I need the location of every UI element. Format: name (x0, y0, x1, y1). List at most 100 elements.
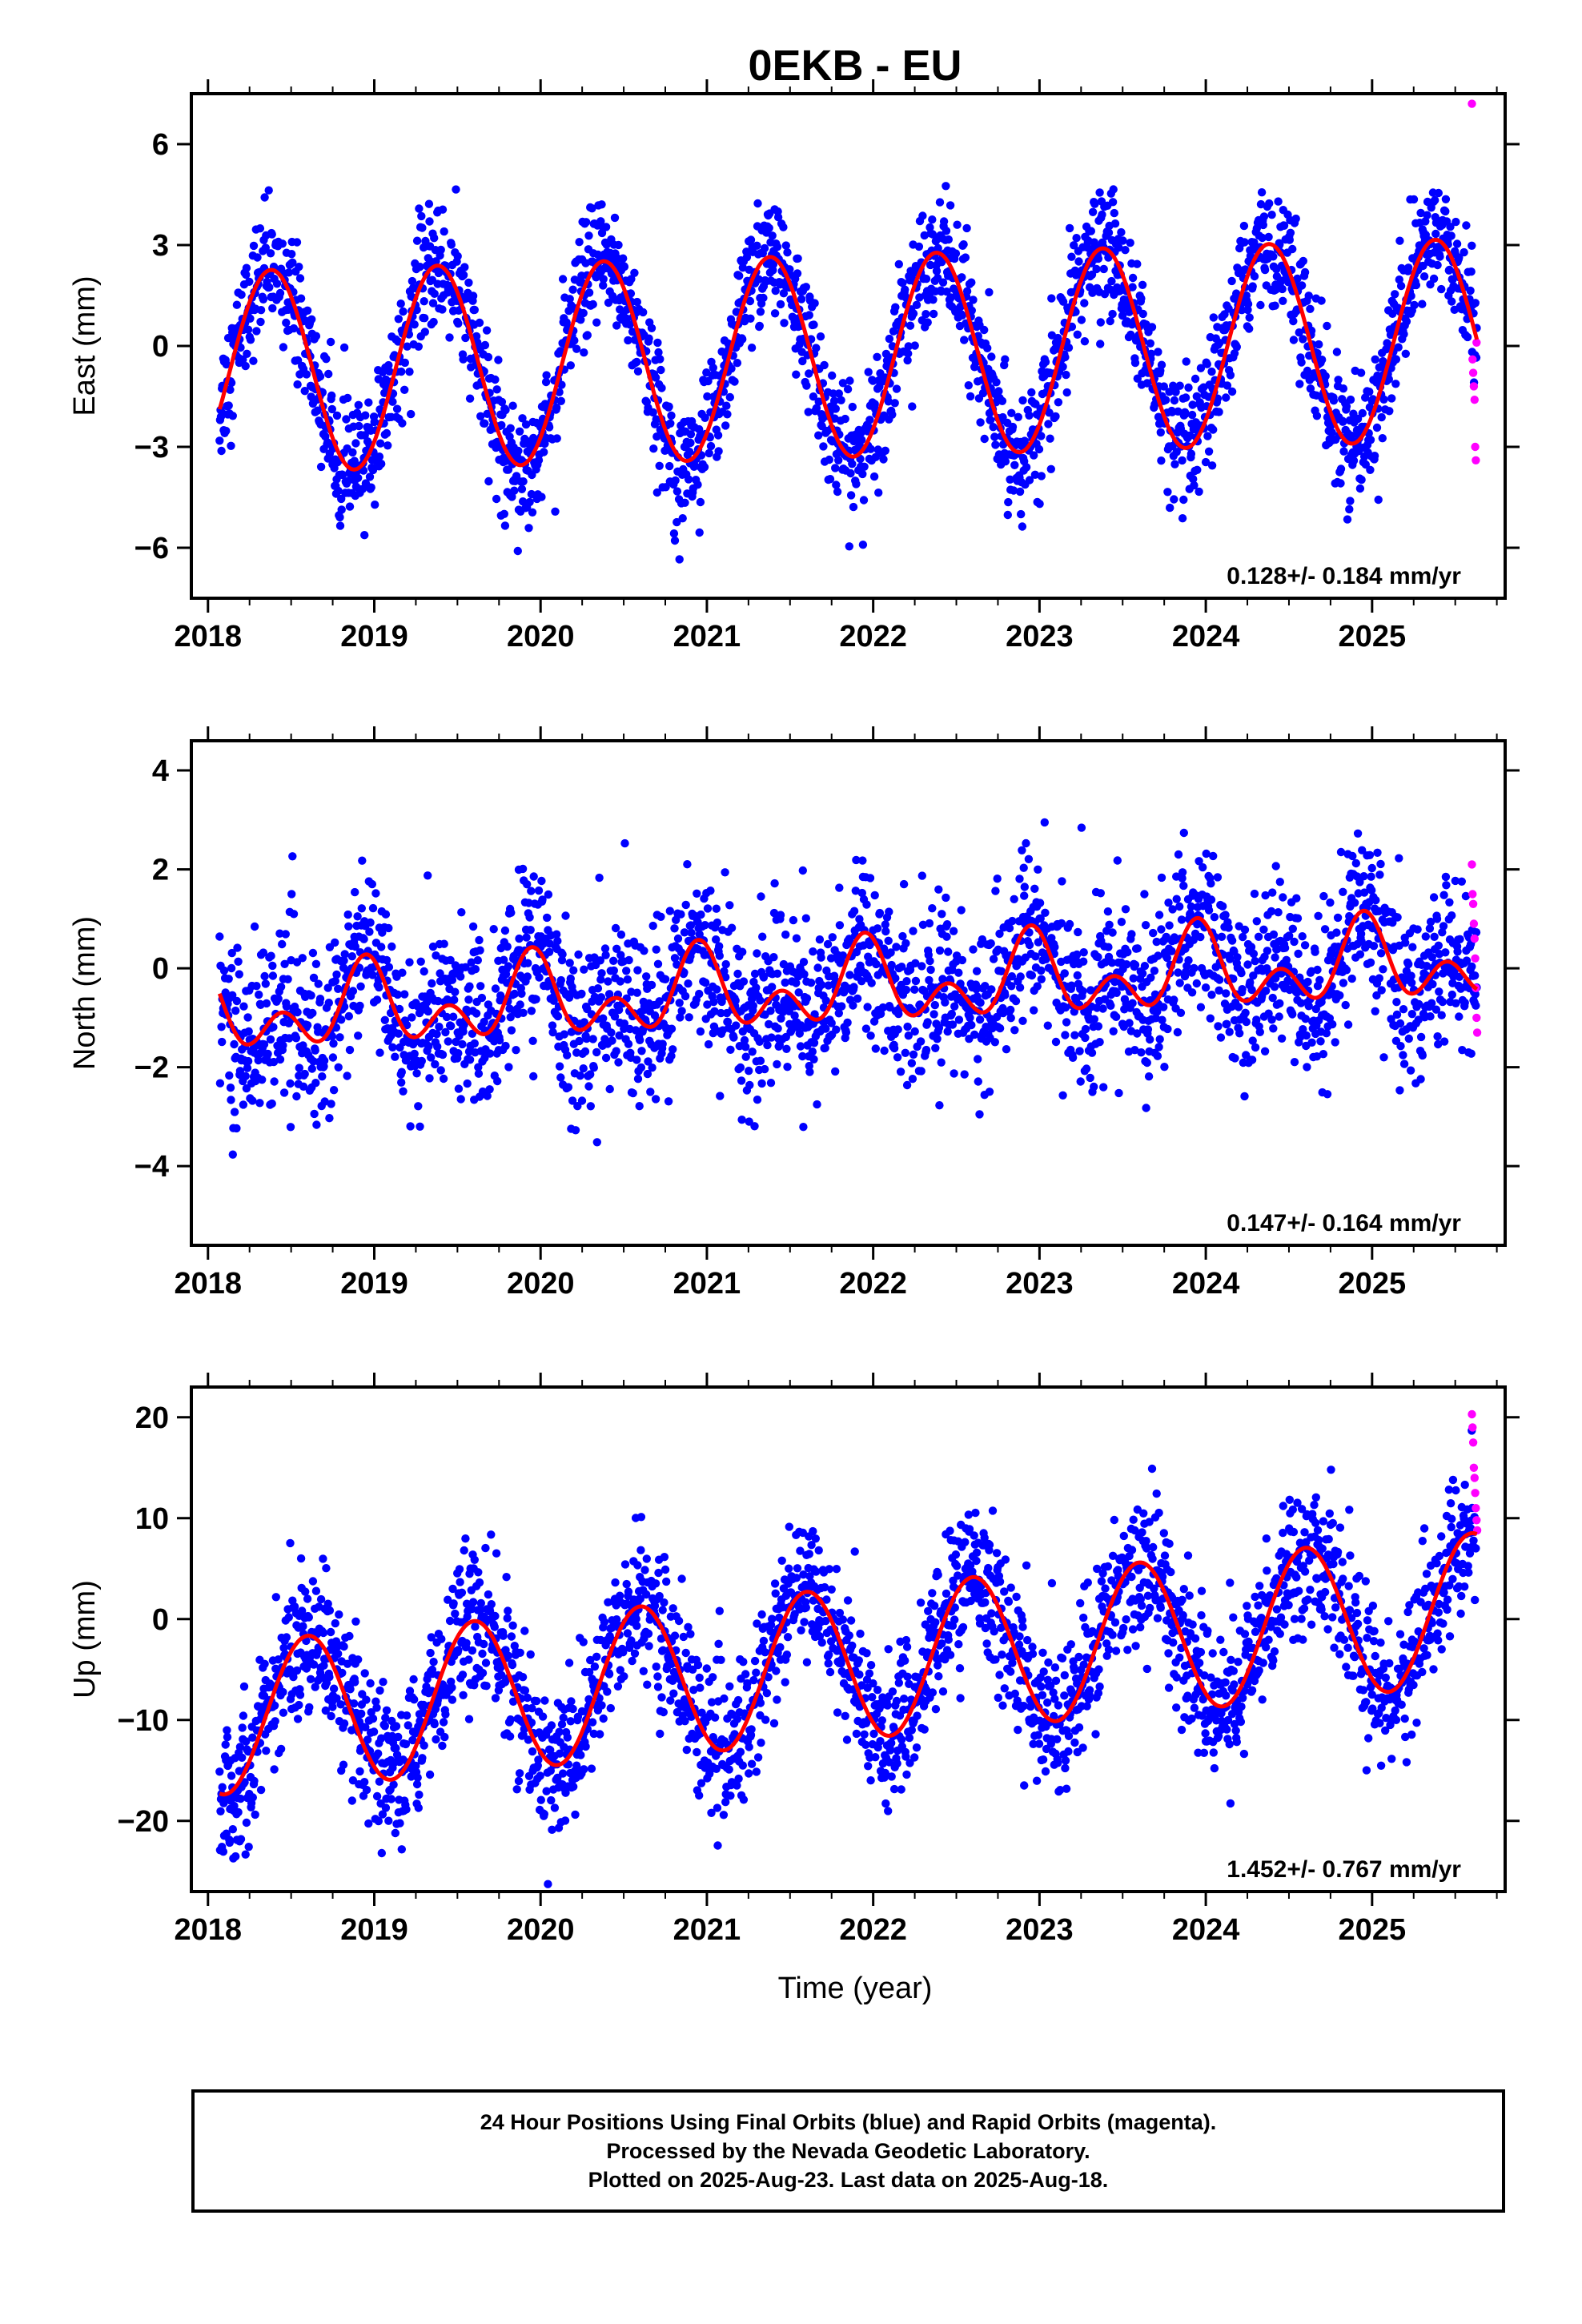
final-orbit-point (1188, 400, 1197, 409)
final-orbit-point (1260, 1047, 1270, 1056)
final-orbit-point (1254, 932, 1263, 942)
final-orbit-point (508, 401, 517, 410)
final-orbit-point (231, 1006, 240, 1015)
final-orbit-point (795, 1029, 804, 1038)
final-orbit-point (1209, 313, 1219, 322)
final-orbit-point (596, 975, 605, 984)
final-orbit-point (1090, 199, 1099, 208)
final-orbit-point (260, 193, 269, 202)
final-orbit-point (1356, 930, 1366, 939)
final-orbit-point (227, 378, 236, 388)
final-orbit-point (825, 475, 835, 484)
final-orbit-point (1030, 451, 1038, 460)
final-orbit-point (938, 258, 946, 267)
final-orbit-point (1061, 1031, 1070, 1039)
final-orbit-point (1358, 408, 1367, 418)
final-orbit-point (575, 238, 584, 247)
final-orbit-point (1018, 522, 1027, 531)
final-orbit-point (523, 972, 532, 981)
final-orbit-point (215, 932, 224, 941)
final-orbit-point (1418, 300, 1427, 308)
final-orbit-point (470, 1039, 479, 1048)
final-orbit-point (1365, 403, 1375, 412)
x-tick-label: 2021 (673, 620, 741, 653)
final-orbit-point (354, 473, 363, 482)
final-orbit-point (960, 1070, 969, 1079)
final-orbit-point (967, 1020, 976, 1030)
final-orbit-point (1104, 228, 1114, 237)
final-orbit-point (239, 1002, 248, 1011)
final-orbit-point (781, 241, 790, 250)
final-orbit-point (648, 921, 657, 931)
final-orbit-point (1221, 911, 1230, 919)
final-orbit-point (519, 477, 528, 486)
final-orbit-point (647, 980, 656, 990)
final-orbit-point (1279, 296, 1287, 305)
final-orbit-point (515, 427, 524, 436)
final-orbit-point (1271, 862, 1280, 870)
final-orbit-point (500, 926, 510, 935)
final-orbit-point (501, 1041, 510, 1051)
final-orbit-point (420, 314, 429, 323)
final-orbit-point (392, 404, 402, 413)
final-orbit-point (299, 1041, 307, 1050)
final-orbit-point (715, 951, 724, 960)
final-orbit-point (553, 936, 562, 946)
final-orbit-point (1463, 332, 1472, 342)
final-orbit-point (1204, 447, 1214, 456)
final-orbit-point (805, 1068, 814, 1076)
final-orbit-point (558, 950, 567, 959)
final-orbit-point (998, 412, 1007, 422)
final-orbit-point (599, 275, 608, 283)
final-orbit-point (416, 1122, 424, 1132)
final-orbit-point (616, 977, 624, 986)
final-orbit-point (1108, 309, 1117, 319)
final-orbit-point (950, 1002, 959, 1011)
final-orbit-point (328, 1053, 338, 1062)
final-orbit-point (355, 1001, 364, 1011)
final-orbit-point (588, 204, 596, 213)
final-orbit-point (966, 1013, 974, 1023)
final-orbit-point (1295, 328, 1303, 337)
final-orbit-point (319, 1056, 329, 1065)
final-orbit-point (1303, 977, 1312, 987)
final-orbit-point (801, 914, 810, 923)
final-orbit-point (599, 281, 608, 290)
final-orbit-point (537, 876, 546, 886)
final-orbit-point (232, 1124, 241, 1133)
final-orbit-point (1155, 1035, 1164, 1043)
final-orbit-point (1274, 908, 1283, 917)
final-orbit-point (1265, 199, 1274, 208)
final-orbit-point (476, 982, 485, 991)
final-orbit-point (1003, 510, 1013, 520)
final-orbit-point (1175, 902, 1184, 911)
final-orbit-point (458, 1039, 467, 1049)
final-orbit-point (1015, 487, 1025, 497)
final-orbit-point (497, 420, 506, 430)
final-orbit-point (1080, 299, 1089, 308)
final-orbit-point (410, 320, 419, 329)
final-orbit-point (326, 337, 335, 347)
final-orbit-point (280, 959, 289, 969)
final-orbit-point (852, 480, 861, 489)
final-orbit-point (773, 243, 782, 251)
y-tick-label: 3 (152, 229, 169, 263)
final-orbit-point (1133, 944, 1142, 953)
final-orbit-point (798, 356, 807, 366)
final-orbit-point (1379, 395, 1388, 404)
final-orbit-point (1164, 899, 1173, 907)
final-orbit-point (215, 436, 224, 445)
final-orbit-point (1121, 905, 1130, 914)
final-orbit-point (909, 309, 918, 318)
final-orbit-point (339, 956, 348, 965)
final-orbit-point (782, 1044, 791, 1054)
final-orbit-point (1279, 221, 1289, 230)
final-orbit-point (593, 984, 603, 993)
final-orbit-point (1215, 986, 1223, 995)
final-orbit-point (1050, 943, 1059, 951)
final-orbit-point (239, 1100, 248, 1109)
final-orbit-point (705, 448, 713, 458)
final-orbit-point (885, 907, 893, 916)
final-orbit-point (670, 954, 680, 963)
